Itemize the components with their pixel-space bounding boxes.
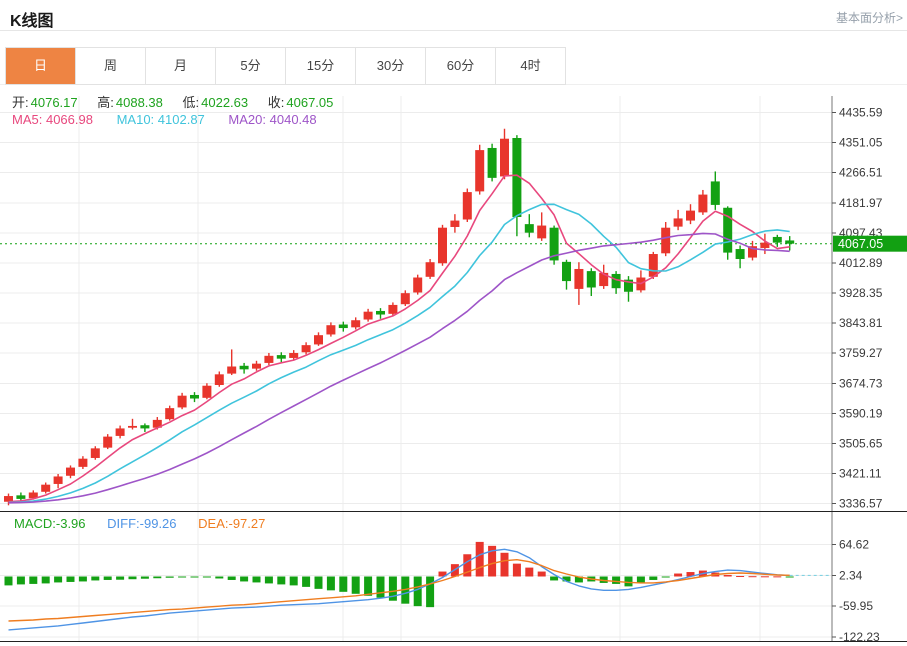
svg-text:3505.65: 3505.65	[839, 437, 883, 451]
candles	[4, 128, 795, 506]
ohlc-readout: 开: 4076.17 高: 4088.38 低: 4022.63 收: 4067.05	[12, 92, 349, 111]
macd-value-readout: MACD:-3.96	[14, 516, 86, 531]
ma20-readout: MA20: 4040.48	[228, 112, 317, 127]
svg-text:3928.35: 3928.35	[839, 286, 883, 300]
tab-month[interactable]: 月	[146, 48, 216, 84]
close-readout: 收: 4067.05	[267, 95, 334, 110]
header-divider	[0, 30, 907, 31]
ma5-readout: MA5: 4066.98	[12, 112, 93, 127]
diff-value-readout: DIFF:-99.26	[107, 516, 177, 531]
tab-week[interactable]: 周	[76, 48, 146, 84]
tab-5min[interactable]: 5分	[216, 48, 286, 84]
svg-text:4266.51: 4266.51	[839, 166, 883, 180]
svg-text:3590.19: 3590.19	[839, 406, 883, 420]
grid	[0, 96, 832, 641]
tab-60min[interactable]: 60分	[426, 48, 496, 84]
svg-text:4067.05: 4067.05	[838, 237, 883, 251]
fundamental-analysis-link[interactable]: 基本面分析>	[835, 11, 903, 25]
svg-text:3674.73: 3674.73	[839, 376, 883, 390]
tab-15min[interactable]: 15分	[286, 48, 356, 84]
panel-separators	[0, 511, 907, 642]
ma-lines	[8, 174, 790, 504]
svg-text:4351.05: 4351.05	[839, 136, 883, 150]
svg-text:3421.11: 3421.11	[839, 467, 882, 481]
dea-value-readout: DEA:-97.27	[198, 516, 266, 531]
svg-text:64.62: 64.62	[839, 538, 869, 552]
ma-readout: MA5: 4066.98 MA10: 4102.87 MA20: 4040.48	[12, 112, 337, 127]
svg-text:4181.97: 4181.97	[839, 196, 883, 210]
tab-day[interactable]: 日	[6, 48, 76, 84]
high-readout: 高: 4088.38	[97, 95, 163, 110]
macd-readout: MACD:-3.96 DIFF:-99.26 DEA:-97.27	[14, 516, 283, 531]
svg-text:4435.59: 4435.59	[839, 106, 883, 120]
svg-text:4012.89: 4012.89	[839, 256, 883, 270]
svg-text:3336.57: 3336.57	[839, 497, 883, 511]
page-title: K线图	[10, 13, 54, 30]
tab-4hour[interactable]: 4时	[496, 48, 565, 84]
y-axis: 4435.594351.054266.514181.974097.434012.…	[831, 96, 883, 644]
svg-text:3843.81: 3843.81	[839, 316, 883, 330]
current-price-marker: 4067.05	[833, 235, 907, 252]
svg-text:-122.23: -122.23	[839, 630, 880, 644]
ma10-readout: MA10: 4102.87	[116, 112, 205, 127]
open-readout: 开: 4076.17	[12, 95, 78, 110]
period-tabs: 日 周 月 5分 15分 30分 60分 4时	[5, 47, 566, 85]
svg-text:3759.27: 3759.27	[839, 346, 883, 360]
tab-30min[interactable]: 30分	[356, 48, 426, 84]
low-readout: 低: 4022.63	[182, 95, 249, 110]
macd-lines	[8, 548, 832, 631]
svg-text:2.34: 2.34	[839, 568, 863, 582]
svg-text:-59.95: -59.95	[839, 599, 873, 613]
macd-histogram	[4, 541, 794, 608]
